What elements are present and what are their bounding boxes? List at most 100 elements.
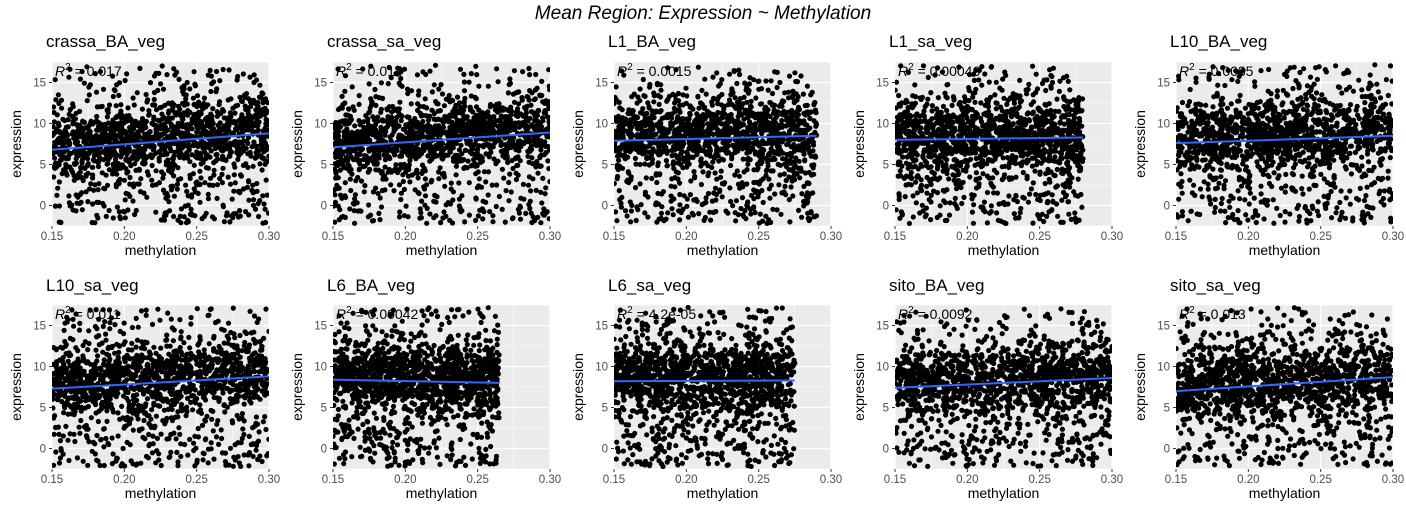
y-tick-label: 5: [321, 160, 327, 172]
y-tick-label: 0: [40, 201, 46, 213]
y-tick-label: 5: [602, 160, 608, 172]
r-squared-label: R2 = 0.013: [1179, 305, 1246, 322]
x-tick-label: 0.30: [1382, 231, 1404, 243]
y-tick-label: 15: [876, 78, 889, 90]
y-axis-title: expression: [1132, 110, 1148, 178]
panel-title: crassa_sa_veg: [327, 32, 441, 51]
x-tick-label: 0.15: [41, 231, 63, 243]
y-axis-title: expression: [570, 353, 586, 421]
panel-title: L10_BA_veg: [1170, 32, 1267, 51]
x-axis-title: methylation: [687, 242, 759, 258]
x-tick-label: 0.30: [820, 474, 842, 486]
y-tick-label: 10: [876, 362, 889, 374]
x-tick-label: 0.15: [41, 474, 63, 486]
y-tick-label: 10: [595, 362, 608, 374]
y-tick-label: 0: [40, 444, 46, 456]
x-tick-label: 0.30: [1101, 474, 1123, 486]
x-tick-label: 0.30: [1101, 231, 1123, 243]
y-tick-label: 5: [321, 403, 327, 415]
panel-title: sito_BA_veg: [889, 276, 984, 295]
x-axis-title: methylation: [406, 485, 478, 501]
y-axis-title: expression: [289, 353, 305, 421]
panel-title: L6_sa_veg: [608, 276, 691, 295]
x-axis-title: methylation: [125, 485, 197, 501]
x-axis-title: methylation: [125, 242, 197, 258]
y-axis-title: expression: [1132, 353, 1148, 421]
panel-title: L10_sa_veg: [46, 276, 139, 295]
x-tick-label: 0.15: [1165, 474, 1187, 486]
y-tick-label: 10: [595, 119, 608, 131]
y-axis-title: expression: [289, 110, 305, 178]
x-axis-title: methylation: [1249, 242, 1321, 258]
y-tick-label: 10: [314, 362, 327, 374]
x-tick-label: 0.30: [539, 474, 561, 486]
y-tick-label: 5: [1164, 160, 1170, 172]
y-tick-label: 10: [33, 119, 46, 131]
x-axis-title: methylation: [687, 485, 759, 501]
y-axis-title: expression: [851, 110, 867, 178]
y-axis-title: expression: [570, 110, 586, 178]
x-tick-label: 0.30: [539, 231, 561, 243]
y-tick-label: 0: [1164, 444, 1170, 456]
y-tick-label: 15: [876, 321, 889, 333]
x-axis-title: methylation: [968, 485, 1040, 501]
y-tick-label: 0: [1164, 201, 1170, 213]
y-tick-label: 15: [314, 78, 327, 90]
y-axis-title: expression: [8, 353, 24, 421]
x-tick-label: 0.30: [258, 474, 280, 486]
x-tick-label: 0.15: [884, 474, 906, 486]
y-tick-label: 15: [595, 78, 608, 90]
x-tick-label: 0.15: [322, 474, 344, 486]
x-tick-label: 0.30: [258, 231, 280, 243]
r-squared-label: R2 = 0.014: [336, 62, 403, 79]
x-tick-label: 0.15: [603, 231, 625, 243]
y-tick-label: 5: [1164, 403, 1170, 415]
y-tick-label: 10: [1157, 362, 1170, 374]
y-tick-label: 5: [883, 403, 889, 415]
y-axis-title: expression: [851, 353, 867, 421]
y-tick-label: 10: [314, 119, 327, 131]
x-tick-label: 0.15: [322, 231, 344, 243]
y-tick-label: 5: [602, 403, 608, 415]
y-tick-label: 10: [33, 362, 46, 374]
x-axis-title: methylation: [968, 242, 1040, 258]
y-tick-label: 10: [1157, 119, 1170, 131]
r-squared-label: R2 = 0.017: [55, 62, 122, 79]
y-tick-label: 0: [602, 444, 608, 456]
y-tick-label: 5: [40, 160, 46, 172]
y-tick-label: 15: [1157, 321, 1170, 333]
y-tick-label: 0: [883, 201, 889, 213]
y-tick-label: 15: [33, 321, 46, 333]
y-tick-label: 15: [314, 321, 327, 333]
y-tick-label: 0: [602, 201, 608, 213]
panel-title: L1_sa_veg: [889, 32, 972, 51]
x-tick-label: 0.30: [820, 231, 842, 243]
x-axis-title: methylation: [1249, 485, 1321, 501]
panel-title: L1_BA_veg: [608, 32, 696, 51]
panel-title: L6_BA_veg: [327, 276, 415, 295]
y-tick-label: 0: [883, 444, 889, 456]
x-tick-label: 0.15: [603, 474, 625, 486]
y-tick-label: 15: [1157, 78, 1170, 90]
y-tick-label: 15: [595, 321, 608, 333]
x-tick-label: 0.15: [884, 231, 906, 243]
y-tick-label: 10: [876, 119, 889, 131]
x-tick-label: 0.15: [1165, 231, 1187, 243]
x-axis-title: methylation: [406, 242, 478, 258]
y-tick-label: 5: [883, 160, 889, 172]
x-tick-label: 0.30: [1382, 474, 1404, 486]
y-tick-label: 0: [321, 201, 327, 213]
y-tick-label: 15: [33, 78, 46, 90]
panel-title: sito_sa_veg: [1170, 276, 1261, 295]
y-tick-label: 0: [321, 444, 327, 456]
